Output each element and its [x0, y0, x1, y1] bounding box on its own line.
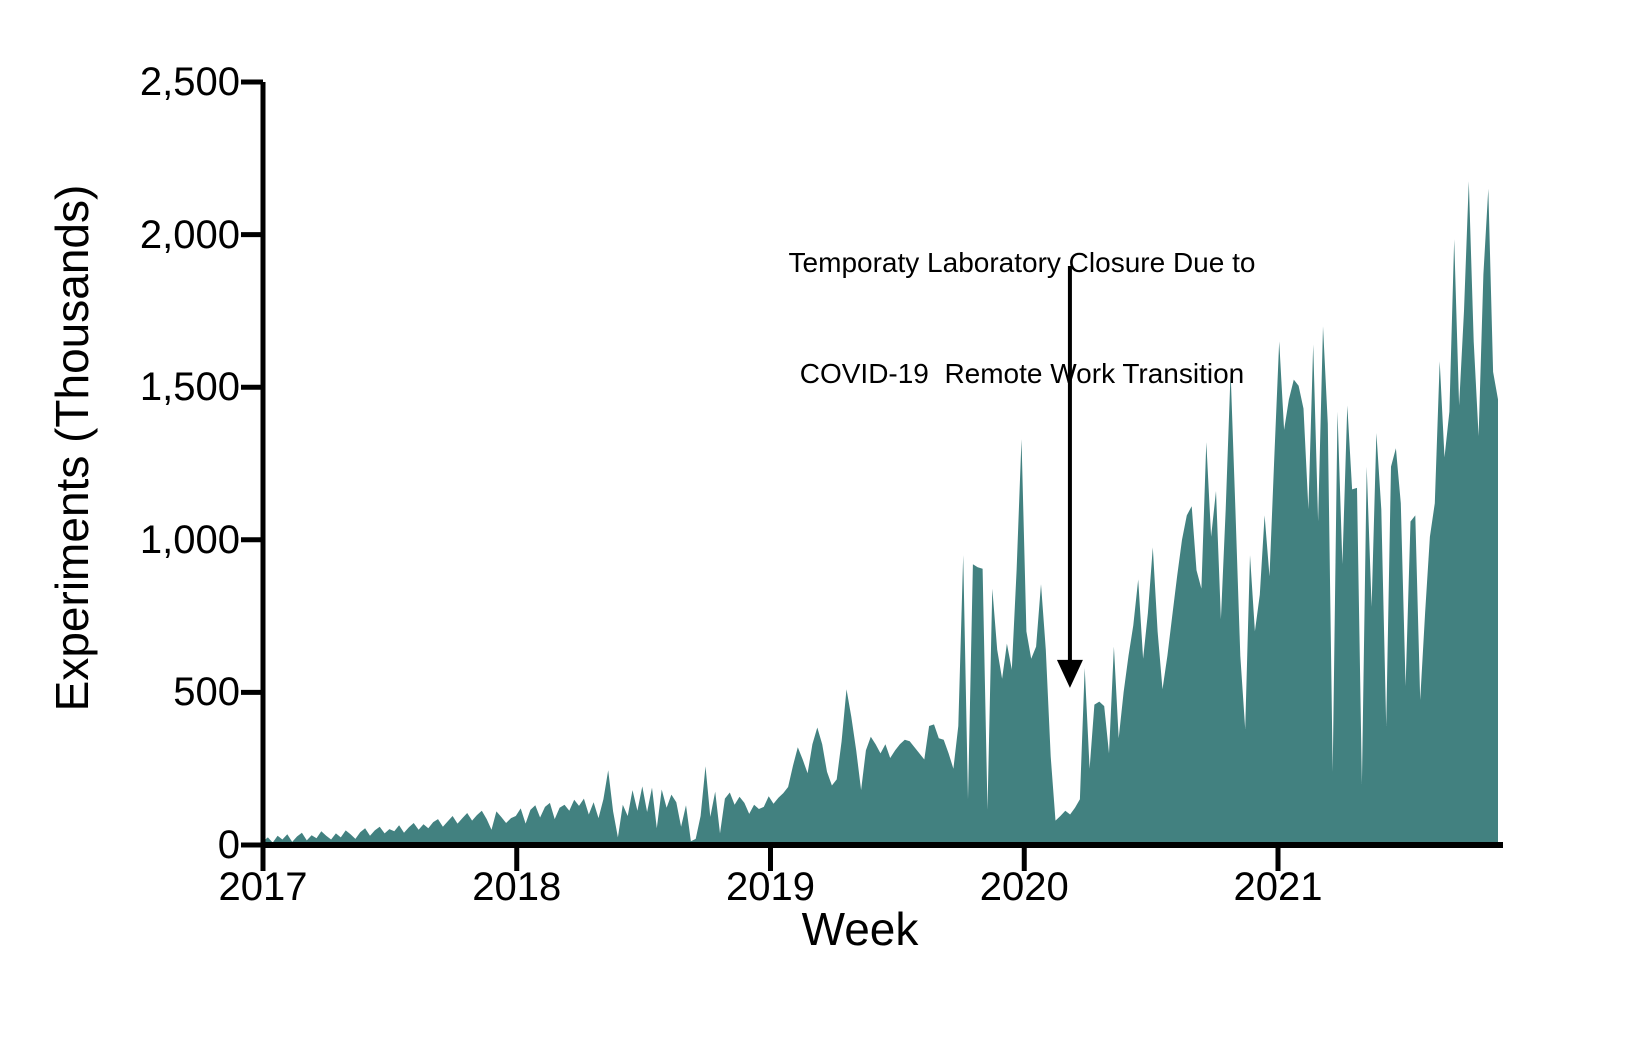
- annotation-line-1: Temporaty Laboratory Closure Due to: [788, 247, 1256, 278]
- covid-closure-annotation: Temporaty Laboratory Closure Due to COVI…: [789, 170, 1256, 466]
- y-tick-label: 1,500: [139, 365, 240, 410]
- annotation-line-2: COVID-19 Remote Work Transition: [799, 358, 1245, 389]
- x-tick-label: 2021: [1233, 865, 1323, 909]
- x-tick-label: 2018: [472, 865, 562, 909]
- y-tick-label: 2,500: [139, 60, 240, 104]
- y-tick-label: 0: [217, 823, 240, 867]
- y-tick-label: 1,000: [139, 517, 240, 562]
- x-axis-title: Week: [801, 903, 919, 955]
- area-series-experiments: [263, 181, 1498, 845]
- x-tick-label: 2020: [979, 865, 1069, 909]
- x-tick-label: 2019: [726, 865, 815, 909]
- x-tick-label: 2017: [218, 865, 308, 909]
- y-tick-label: 500: [173, 670, 240, 715]
- x-axis-ticks: [260, 845, 1281, 871]
- y-axis-title: Experiments (Thousands): [46, 184, 98, 712]
- y-axis-ticks: [241, 79, 263, 848]
- annotation-arrow-head: [1056, 659, 1083, 688]
- y-tick-label: 2,000: [139, 212, 240, 257]
